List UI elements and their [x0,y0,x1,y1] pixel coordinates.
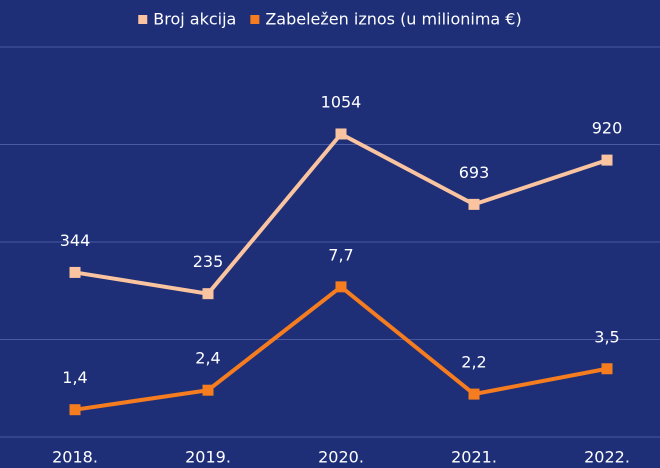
legend-marker [250,15,260,24]
data-label: 235 [193,252,224,271]
x-tick-label: 2020. [318,448,364,467]
x-tick-label: 2022. [584,448,630,467]
point-marker [202,384,214,396]
point-marker [468,388,480,400]
point-marker [69,266,81,278]
point-marker [601,154,613,166]
x-tick-label: 2021. [451,448,497,467]
data-label: 344 [60,231,91,250]
point-marker [335,128,347,140]
point-marker [335,281,347,293]
legend-label: Broj akcija [153,10,236,29]
data-label: 3,5 [594,327,619,346]
point-marker [601,363,613,375]
data-label: 920 [592,119,623,138]
data-label: 1054 [321,92,362,111]
legend-label: Zabeležen iznos (u milionima €) [265,10,521,29]
point-marker [468,198,480,210]
x-tick-label: 2018. [52,448,98,467]
data-label: 693 [459,163,490,182]
data-label: 7,7 [328,245,353,264]
point-marker [69,404,81,416]
x-tick-label: 2019. [185,448,231,467]
legend-marker [138,15,148,24]
data-label: 2,2 [461,353,486,372]
data-label: 1,4 [62,368,87,387]
point-marker [202,288,214,300]
data-label: 2,4 [195,349,220,368]
